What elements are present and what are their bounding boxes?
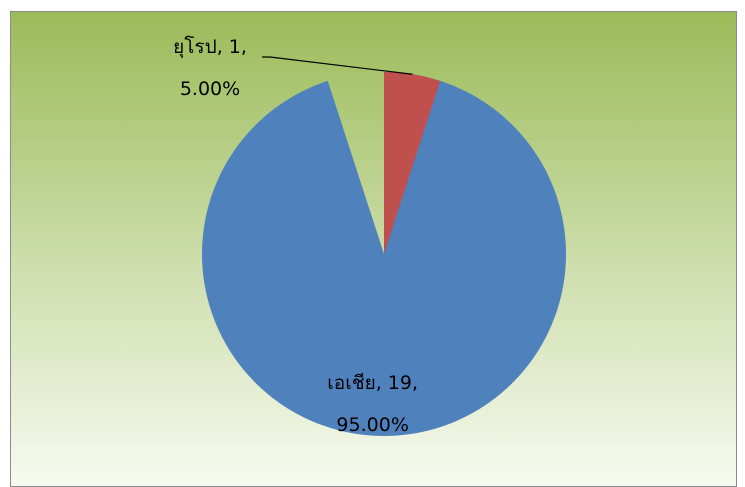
data-label-part: ยุโรป xyxy=(173,35,217,59)
data-label-part: , xyxy=(241,36,247,58)
data-label-part: 5.00% xyxy=(180,78,240,100)
data-label-part: , xyxy=(376,371,382,393)
data-label-part: เอเชีย xyxy=(327,371,375,393)
data-label: เอเชีย, 19, 95.00% xyxy=(327,371,418,435)
data-label-part: 95.00% xyxy=(336,413,408,435)
data-label-part: 19 xyxy=(388,371,412,393)
data-label-part: , xyxy=(217,36,223,58)
data-label-part: 1 xyxy=(229,36,241,58)
data-labels: เอเชีย, 19, 95.00%ยุโรป, 1, 5.00% xyxy=(173,35,418,436)
pie xyxy=(202,72,567,437)
leader-line xyxy=(262,56,413,75)
pie-slice xyxy=(384,72,441,254)
data-label-part: , xyxy=(412,371,418,393)
data-label: ยุโรป, 1, 5.00% xyxy=(173,35,247,100)
pie-slice xyxy=(202,72,567,437)
